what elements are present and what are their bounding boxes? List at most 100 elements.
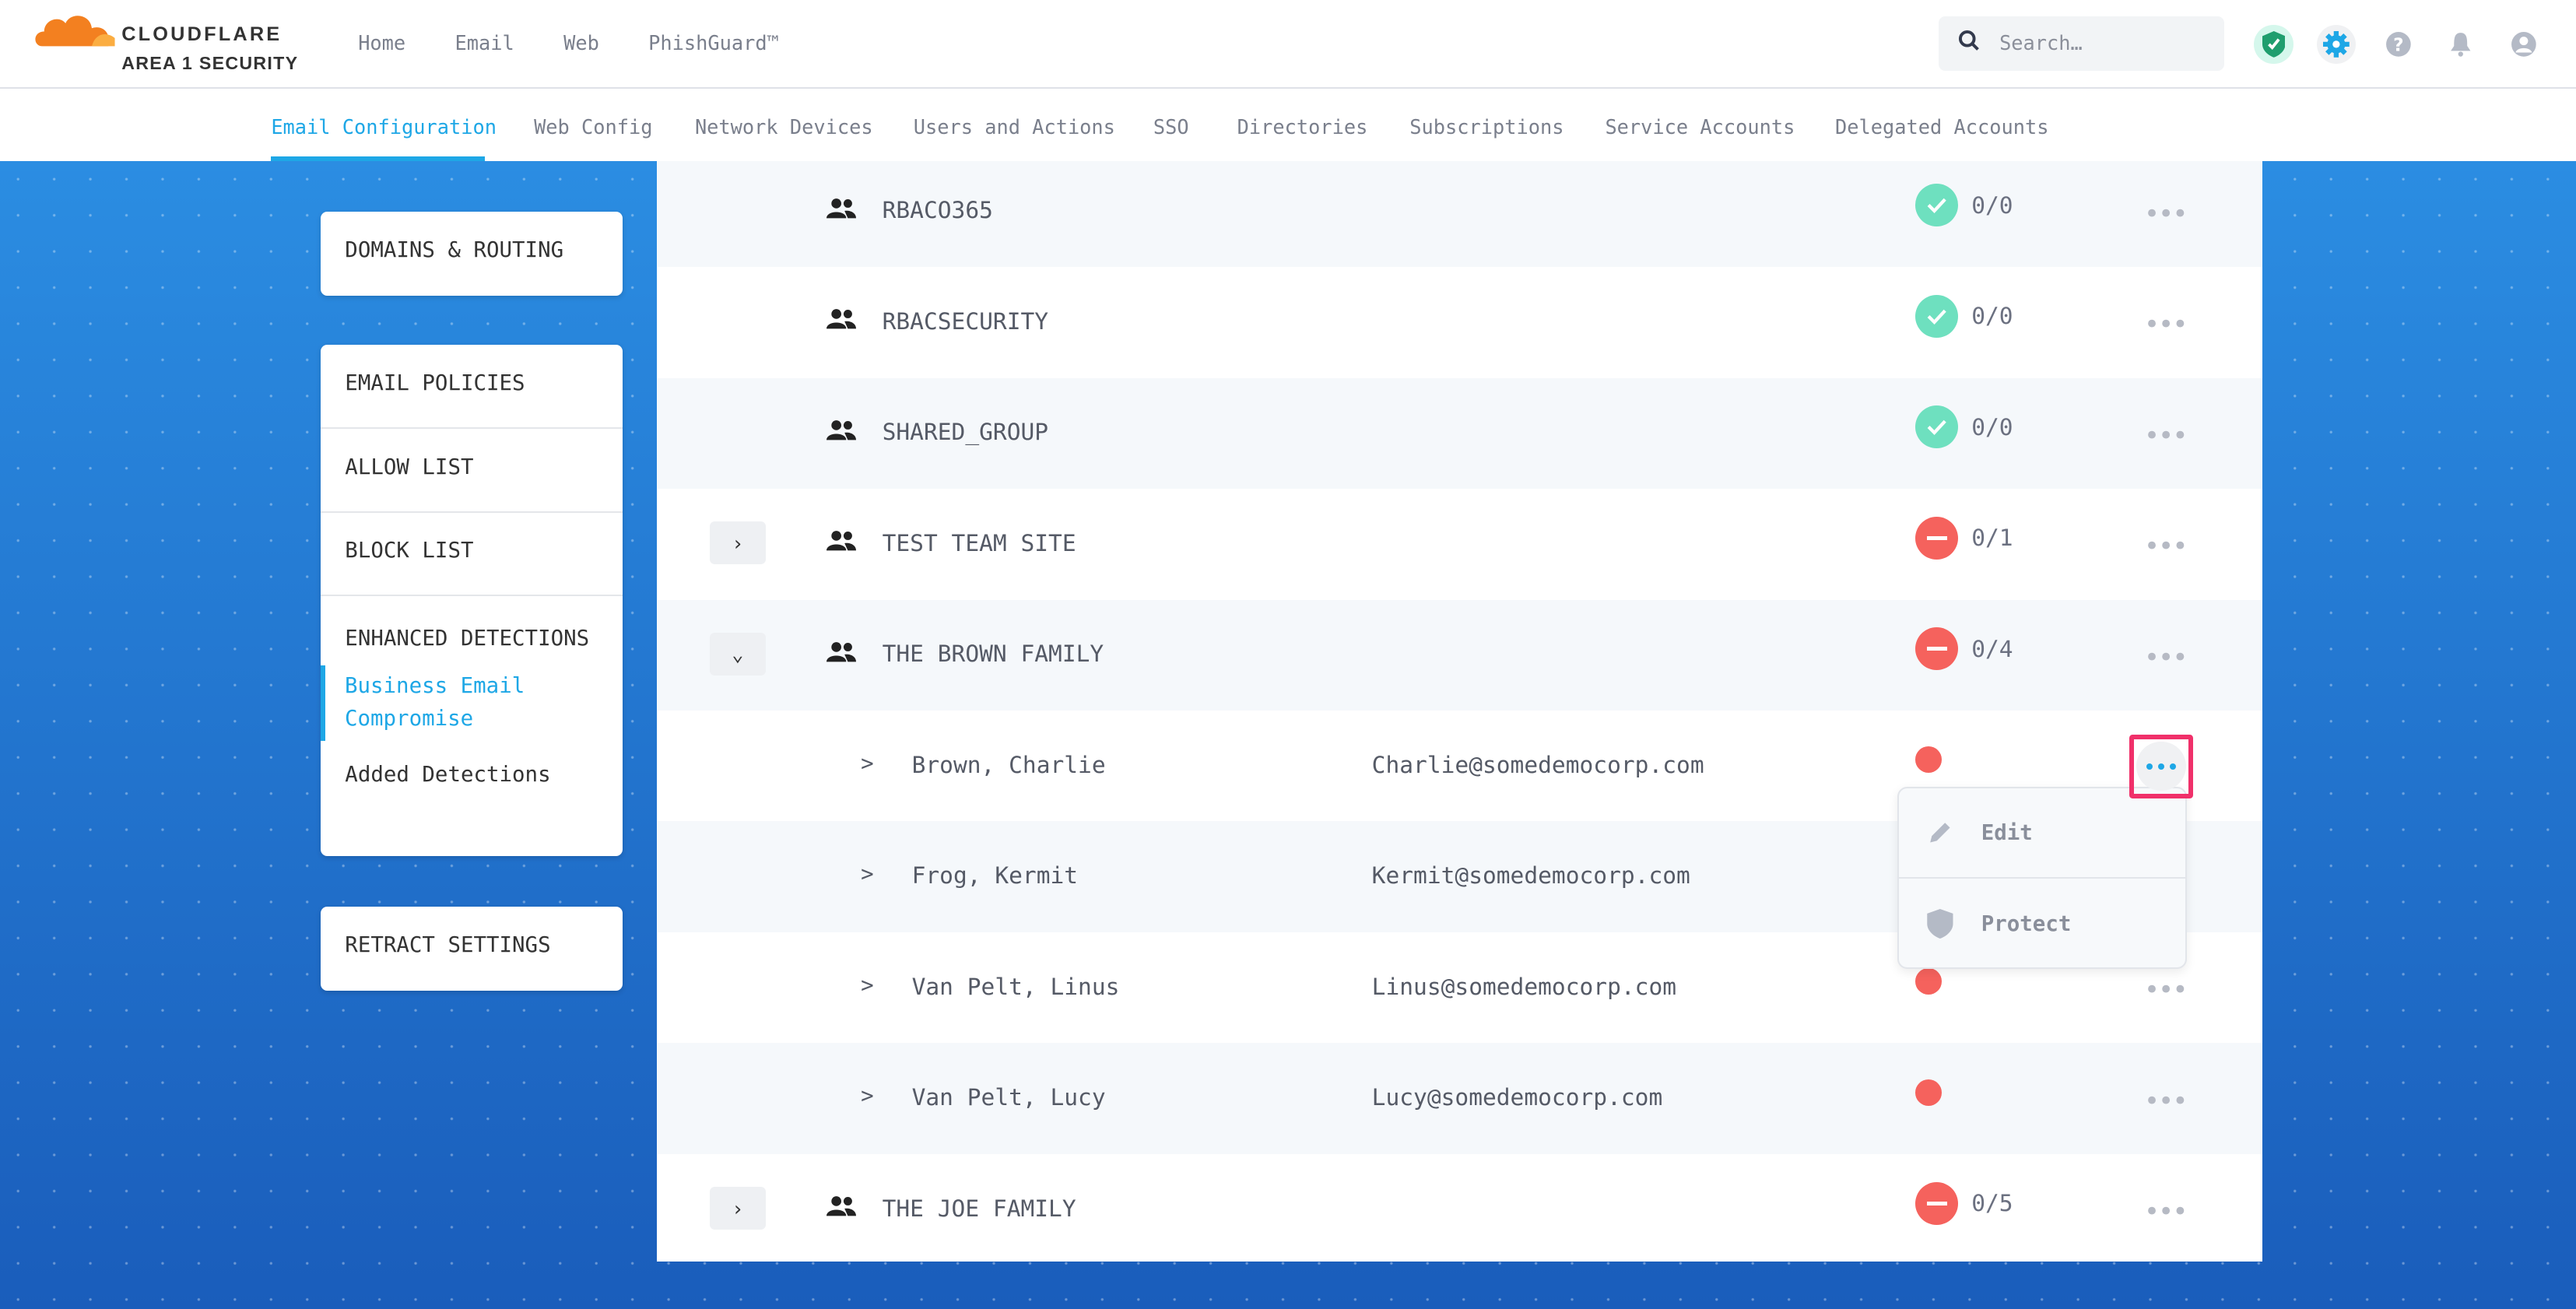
search-icon	[1959, 30, 1980, 51]
top-header: CLOUDFLARE AREA 1 SECURITY Home Email We…	[0, 0, 2576, 89]
more-actions-button[interactable]: •••	[2143, 974, 2188, 1005]
more-actions-button[interactable]: •••	[2143, 1085, 2188, 1116]
group-icon	[826, 417, 856, 440]
bell-icon[interactable]	[2441, 25, 2481, 65]
sidebar-card-domains: DOMAINS & ROUTING	[320, 212, 623, 296]
top-nav: Home Email Web PhishGuard™	[358, 31, 828, 54]
more-actions-button-highlighted[interactable]	[2129, 734, 2194, 798]
member-email: Lucy@somedemocorp.com	[1371, 1084, 1663, 1111]
check-status-icon	[1915, 294, 1959, 338]
check-status-icon	[1915, 405, 1959, 449]
expand-member-chevron[interactable]: >	[861, 1084, 874, 1109]
shield-check-icon[interactable]	[2254, 24, 2293, 65]
expand-member-chevron[interactable]: >	[861, 751, 874, 776]
member-name: Van Pelt, Lucy	[911, 1084, 1106, 1111]
group-name: TEST TEAM SITE	[882, 529, 1076, 556]
sidebar-subitem-added-detections[interactable]: Added Detections	[345, 763, 551, 788]
more-icon	[2136, 742, 2186, 791]
protected-count: 0/1	[1971, 525, 2013, 552]
protected-count: 0/0	[1971, 191, 2013, 219]
expand-toggle-button[interactable]: ⌄	[709, 632, 766, 676]
group-icon	[826, 528, 856, 552]
sidebar-item-domains-routing[interactable]: DOMAINS & ROUTING	[345, 238, 564, 263]
group-name: THE BROWN FAMILY	[882, 640, 1104, 668]
group-row[interactable]: RBACSECURITY 0/0 •••	[657, 267, 2262, 377]
expand-member-chevron[interactable]: >	[861, 973, 874, 998]
nav-phishguard[interactable]: PhishGuard™	[648, 31, 779, 55]
nav-web[interactable]: Web	[563, 31, 599, 55]
user-icon[interactable]	[2504, 25, 2543, 65]
tab-subscriptions[interactable]: Subscriptions	[1409, 114, 1564, 139]
member-name: Frog, Kermit	[911, 862, 1079, 890]
more-actions-button[interactable]: •••	[2143, 419, 2188, 451]
blocked-status-icon	[1915, 1181, 1959, 1225]
member-name: Brown, Charlie	[911, 751, 1106, 778]
member-row[interactable]: > Van Pelt, Lucy Lucy@somedemocorp.com •••	[657, 1043, 2262, 1154]
tab-sso[interactable]: SSO	[1153, 114, 1189, 139]
nav-email[interactable]: Email	[454, 31, 514, 55]
group-name: RBACSECURITY	[882, 307, 1049, 335]
search-input[interactable]: Search…	[1938, 16, 2225, 71]
tab-service-accounts[interactable]: Service Accounts	[1605, 114, 1795, 139]
sub-nav: Email Configuration Web Config Network D…	[0, 88, 2576, 161]
tab-directories[interactable]: Directories	[1237, 114, 1368, 139]
group-row[interactable]: RBACO365 0/0 •••	[657, 160, 2262, 268]
more-actions-button[interactable]: •••	[2143, 641, 2188, 672]
sidebar-card-policies: EMAIL POLICIES ALLOW LIST BLOCK LIST ENH…	[320, 345, 623, 856]
group-icon	[826, 195, 856, 219]
sidebar-item-block-list[interactable]: BLOCK LIST	[320, 513, 623, 597]
expand-toggle-button[interactable]: ›	[709, 521, 766, 565]
nav-home[interactable]: Home	[358, 31, 406, 55]
menu-item-protect[interactable]: Protect	[1899, 879, 2185, 969]
check-status-icon	[1915, 184, 1959, 227]
svg-text:?: ?	[2393, 34, 2403, 55]
menu-item-edit[interactable]: Edit	[1899, 788, 2185, 879]
group-row[interactable]: › TEST TEAM SITE 0/1 •••	[657, 489, 2262, 599]
sidebar-subitem-bec[interactable]: Business Email Compromise	[320, 665, 623, 741]
member-email: Charlie@somedemocorp.com	[1371, 751, 1704, 778]
tab-web-config[interactable]: Web Config	[534, 114, 653, 139]
group-icon	[826, 639, 856, 662]
group-row[interactable]: ⌄ THE BROWN FAMILY 0/4 •••	[657, 599, 2262, 711]
more-actions-button[interactable]: •••	[2143, 309, 2188, 340]
cloud-icon	[35, 15, 115, 47]
tab-network-devices[interactable]: Network Devices	[694, 114, 873, 139]
unprotected-status-dot	[1915, 968, 1943, 995]
cloudflare-logo[interactable]: CLOUDFLARE AREA 1 SECURITY	[33, 10, 297, 73]
tab-email-configuration[interactable]: Email Configuration	[271, 114, 497, 139]
gear-icon[interactable]	[2316, 24, 2357, 65]
protected-count: 0/0	[1971, 413, 2013, 440]
group-icon	[826, 307, 856, 330]
member-row[interactable]: > Van Pelt, Linus Linus@somedemocorp.com ••…	[657, 932, 2262, 1043]
member-row[interactable]: > Brown, Charlie Charlie@somedemocorp.com	[657, 711, 2262, 821]
shield-icon	[1927, 909, 1953, 939]
member-name: Van Pelt, Linus	[911, 973, 1120, 1000]
groups-table: RBACO365 0/0 ••• RBACSECURITY 0/0 ••• SHARED_G…	[657, 160, 2262, 1262]
group-name: RBACO365	[882, 197, 993, 224]
help-icon[interactable]: ?	[2379, 25, 2419, 65]
more-actions-button[interactable]: •••	[2143, 1196, 2188, 1227]
tab-delegated-accounts[interactable]: Delegated Accounts	[1834, 114, 2049, 139]
sidebar-item-retract-settings[interactable]: RETRACT SETTINGS	[345, 933, 551, 958]
protected-count: 0/5	[1971, 1190, 2013, 1217]
sidebar-item-enhanced-detections[interactable]: ENHANCED DETECTIONS	[345, 626, 590, 651]
group-icon	[826, 1194, 856, 1217]
group-row[interactable]: › THE JOE FAMILY 0/5 •••	[657, 1154, 2262, 1262]
tab-users-and-actions[interactable]: Users and Actions	[913, 114, 1115, 139]
group-row[interactable]: SHARED_GROUP 0/0 •••	[657, 377, 2262, 489]
more-actions-button[interactable]: •••	[2143, 198, 2188, 229]
sidebar-item-email-policies[interactable]: EMAIL POLICIES	[320, 345, 623, 429]
member-email: Linus@somedemocorp.com	[1371, 973, 1677, 1000]
unprotected-status-dot	[1915, 1079, 1943, 1106]
unprotected-status-dot	[1915, 746, 1943, 774]
expand-toggle-button[interactable]: ›	[709, 1187, 766, 1230]
sidebar-card-retract: RETRACT SETTINGS	[320, 907, 623, 991]
group-name: THE JOE FAMILY	[882, 1195, 1076, 1222]
pencil-icon	[1930, 823, 1950, 843]
blocked-status-icon	[1915, 516, 1959, 560]
sidebar-item-allow-list[interactable]: ALLOW LIST	[320, 429, 623, 513]
expand-member-chevron[interactable]: >	[861, 862, 874, 887]
blocked-status-icon	[1915, 627, 1959, 671]
protected-count: 0/4	[1971, 635, 2013, 662]
more-actions-button[interactable]: •••	[2143, 531, 2188, 562]
